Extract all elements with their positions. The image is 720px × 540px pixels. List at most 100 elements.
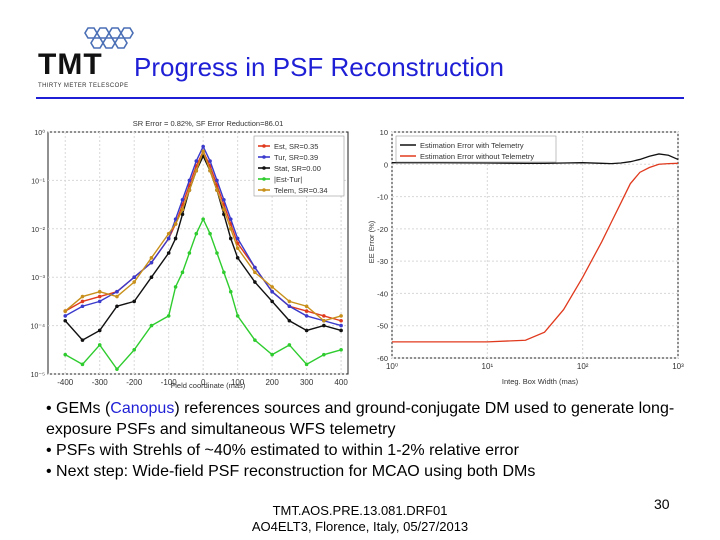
data-point	[63, 314, 68, 318]
data-point	[228, 217, 233, 221]
data-point	[235, 246, 240, 250]
legend-entry: Telem, SR=0.34	[274, 186, 328, 195]
y-tick-label: -30	[377, 257, 388, 266]
data-point	[80, 294, 85, 299]
data-point	[222, 207, 226, 212]
data-point	[201, 144, 205, 149]
data-point	[115, 289, 119, 294]
x-tick-label: -100	[161, 378, 178, 387]
data-point	[287, 304, 292, 309]
data-point	[228, 236, 233, 241]
psf-profile-chart: -400 -300 -200 -100 0 100 200 300 400 10⁰ 10⁻¹ 10⁻…	[31, 119, 349, 390]
legend-marker	[262, 155, 266, 159]
data-point	[215, 178, 219, 183]
chart-series	[392, 153, 679, 343]
x-tick-labels: 10⁰ 10¹ 10² 10³	[386, 362, 684, 371]
data-point	[339, 328, 343, 333]
y-tick-label: -60	[377, 354, 388, 363]
data-point	[97, 328, 102, 333]
x-tick-label: 200	[265, 378, 279, 387]
data-point	[270, 289, 274, 294]
data-point	[304, 328, 309, 333]
data-point	[270, 352, 274, 357]
y-tick-labels: 10⁰ 10⁻¹ 10⁻² 10⁻³ 10⁻⁴ 10⁻⁵	[31, 129, 46, 379]
x-tick-label: 10⁰	[386, 362, 398, 371]
footer-venue: AO4ELT3, Florence, Italy, 05/27/2013	[251, 519, 469, 534]
data-point	[180, 212, 185, 217]
data-point	[63, 318, 68, 323]
data-point	[97, 343, 102, 347]
tmt-logo: TMT THIRTY METER TELESCOPE	[36, 20, 136, 92]
legend-marker	[262, 144, 266, 148]
data-point	[208, 168, 212, 173]
data-point	[80, 338, 85, 342]
legend-entry: Stat, SR=0.00	[274, 164, 321, 173]
x-axis-label: Field coordinate (mas)	[171, 381, 246, 390]
data-point	[97, 289, 102, 294]
slide-title: Progress in PSF Reconstruction	[134, 52, 504, 82]
y-tick-label: -20	[377, 225, 388, 234]
data-point	[132, 348, 137, 352]
data-point	[215, 188, 219, 192]
data-point	[322, 352, 326, 357]
data-point	[201, 149, 205, 154]
y-tick-label: -50	[377, 322, 388, 331]
x-tick-labels: -400 -300 -200 -100 0 100 200 300 400	[57, 378, 348, 387]
data-point	[222, 197, 226, 202]
y-tick-label: 10⁻¹	[31, 178, 45, 185]
footer-doc-id: TMT.AOS.PRE.13.081.DRF01	[272, 503, 448, 518]
y-tick-label: 10	[380, 128, 388, 137]
data-point	[187, 251, 192, 255]
data-point	[149, 275, 154, 279]
x-tick-label: 300	[300, 378, 314, 387]
legend-marker	[262, 166, 266, 170]
data-point	[149, 260, 154, 265]
data-point	[187, 188, 192, 192]
bullet-next-step: • Next step: Wide-field PSF reconstructi…	[46, 463, 536, 480]
x-tick-label: 10²	[577, 362, 589, 371]
canopus-highlight: Canopus	[110, 400, 175, 417]
data-point	[180, 207, 185, 212]
data-point	[253, 338, 257, 342]
chart-frame	[391, 131, 679, 359]
data-point	[235, 236, 240, 241]
data-point	[80, 304, 85, 309]
data-point	[339, 314, 343, 318]
bullet-list: • GEMs (Canopus) references sources and …	[46, 398, 686, 482]
x-tick-label: 0	[201, 378, 206, 387]
data-point	[322, 323, 326, 328]
data-point	[166, 236, 171, 241]
y-tick-labels: 10 0 -10 -20 -30 -40 -50 -60	[377, 128, 388, 363]
data-point	[235, 256, 240, 260]
data-point	[287, 343, 292, 347]
y-tick-label: 10⁻²	[31, 227, 45, 234]
data-point	[194, 231, 199, 236]
bullet-gems: • GEMs (Canopus) references sources and …	[46, 400, 675, 438]
data-point	[173, 236, 178, 241]
legend-marker	[262, 188, 266, 192]
legend-entry: Estimation Error without Telemetry	[420, 152, 534, 161]
legend-entry: |Est-Tur|	[274, 175, 302, 184]
data-point	[166, 251, 171, 255]
x-tick-label: -200	[126, 378, 143, 387]
y-tick-label: 10⁻⁴	[31, 324, 46, 331]
data-point	[270, 299, 274, 304]
y-tick-label: 10⁰	[34, 129, 45, 137]
data-point	[215, 251, 219, 255]
data-point	[253, 265, 257, 270]
page-number: 30	[654, 496, 670, 512]
data-point	[208, 231, 212, 236]
data-point	[208, 159, 212, 163]
data-point	[63, 309, 68, 313]
data-point	[235, 314, 240, 318]
slide-footer: TMT.AOS.PRE.13.081.DRF01 AO4ELT3, Floren…	[200, 503, 520, 535]
data-point	[97, 299, 102, 304]
data-point	[322, 314, 326, 318]
legend-entry: Tur, SR=0.39	[274, 153, 318, 162]
data-point	[180, 270, 185, 275]
chart-series	[63, 144, 343, 371]
data-point	[339, 323, 343, 328]
data-point	[228, 289, 233, 294]
data-point	[270, 285, 274, 289]
data-point	[149, 256, 154, 260]
